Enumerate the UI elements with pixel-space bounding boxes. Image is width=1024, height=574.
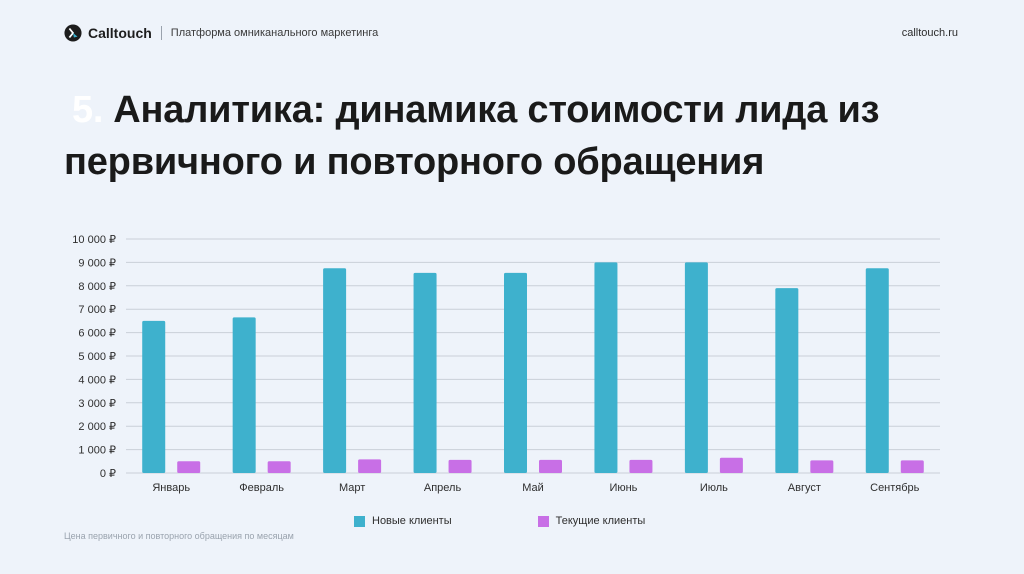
- y-tick-label: 2 000 ₽: [78, 421, 116, 433]
- y-tick-label: 0 ₽: [100, 468, 116, 480]
- legend-item-new-clients: Новые клиенты: [354, 515, 452, 527]
- legend-label-current-clients: Текущие клиенты: [555, 515, 646, 527]
- bar-new-clients: [865, 268, 889, 473]
- x-tick-label: Январь: [152, 482, 190, 494]
- bar-current-clients: [719, 457, 743, 473]
- y-tick-label: 9 000 ₽: [78, 257, 116, 269]
- bar-new-clients: [684, 262, 708, 473]
- y-tick-label: 7 000 ₽: [78, 304, 116, 316]
- bar-current-clients: [810, 460, 834, 473]
- slide-header: Calltouch Платформа омниканального марке…: [64, 20, 958, 46]
- y-tick-label: 8 000 ₽: [78, 281, 116, 293]
- legend-swatch-new-clients: [354, 515, 365, 527]
- x-tick-label: Март: [339, 482, 365, 494]
- bar-new-clients: [232, 317, 256, 473]
- bar-current-clients: [177, 461, 201, 473]
- y-tick-label: 10 000 ₽: [72, 234, 116, 246]
- chart-legend: Новые клиенты Текущие клиенты: [354, 515, 731, 527]
- calltouch-logo-icon: [64, 24, 82, 42]
- slide-title-text: Аналитика: динамика стоимости лида из пе…: [64, 89, 880, 183]
- legend-label-new-clients: Новые клиенты: [372, 515, 452, 527]
- x-tick-label: Август: [788, 482, 821, 494]
- x-tick-label: Июнь: [609, 482, 637, 494]
- logo-text: Calltouch: [88, 25, 152, 41]
- bar-new-clients: [594, 262, 618, 473]
- slide-number: 5.: [72, 89, 104, 131]
- y-tick-label: 5 000 ₽: [78, 351, 116, 363]
- legend-item-current-clients: Текущие клиенты: [537, 515, 646, 527]
- x-tick-label: Июль: [700, 482, 728, 494]
- x-tick-label: Сентябрь: [870, 482, 920, 494]
- y-tick-label: 3 000 ₽: [78, 398, 116, 410]
- bar-new-clients: [142, 320, 166, 473]
- bar-current-clients: [539, 459, 562, 473]
- bar-current-clients: [448, 459, 472, 473]
- bar-new-clients: [504, 272, 527, 473]
- x-tick-label: Февраль: [239, 482, 284, 494]
- y-tick-label: 6 000 ₽: [78, 328, 116, 340]
- site-link[interactable]: calltouch.ru: [901, 27, 958, 39]
- bar-new-clients: [323, 268, 347, 473]
- bar-current-clients: [629, 459, 653, 473]
- legend-swatch-current-clients: [537, 515, 549, 527]
- chart-caption: Цена первичного и повторного обращения п…: [64, 531, 294, 541]
- logo: Calltouch: [64, 24, 152, 42]
- slide-title: 5. Аналитика: динамика стоимости лида из …: [64, 84, 964, 188]
- x-tick-label: Апрель: [424, 482, 462, 494]
- x-tick-label: Май: [522, 482, 544, 494]
- tagline: Платформа омниканального маркетинга: [170, 27, 379, 39]
- y-tick-label: 1 000 ₽: [78, 445, 116, 457]
- bar-current-clients: [267, 461, 291, 473]
- bar-new-clients: [775, 288, 799, 473]
- bar-current-clients: [358, 459, 382, 473]
- header-divider: [160, 26, 162, 40]
- bar-current-clients: [900, 460, 924, 473]
- bar-new-clients: [413, 272, 437, 473]
- y-tick-label: 4 000 ₽: [78, 374, 116, 386]
